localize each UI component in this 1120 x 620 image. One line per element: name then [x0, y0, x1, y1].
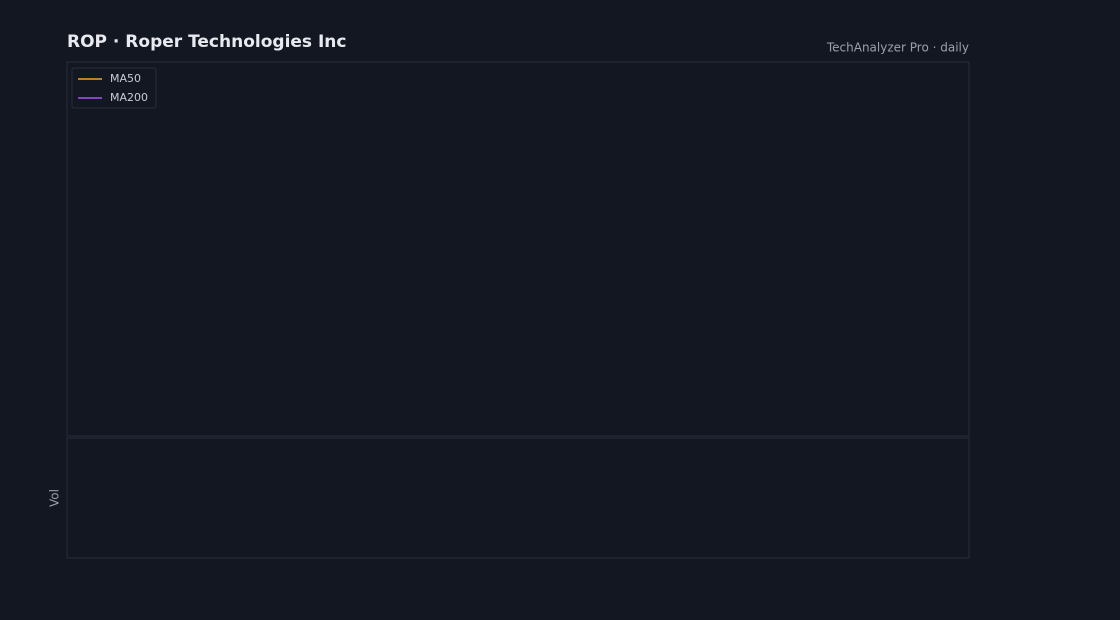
legend-label: MA200 [110, 91, 148, 104]
volume-axis-label: Vol [48, 489, 62, 507]
volume-panel [66, 437, 970, 559]
chart-subtitle: TechAnalyzer Pro · daily [826, 41, 969, 55]
chart-title: ROP · Roper Technologies Inc [67, 32, 346, 52]
price-panel [66, 61, 970, 437]
legend-label: MA50 [110, 72, 141, 85]
